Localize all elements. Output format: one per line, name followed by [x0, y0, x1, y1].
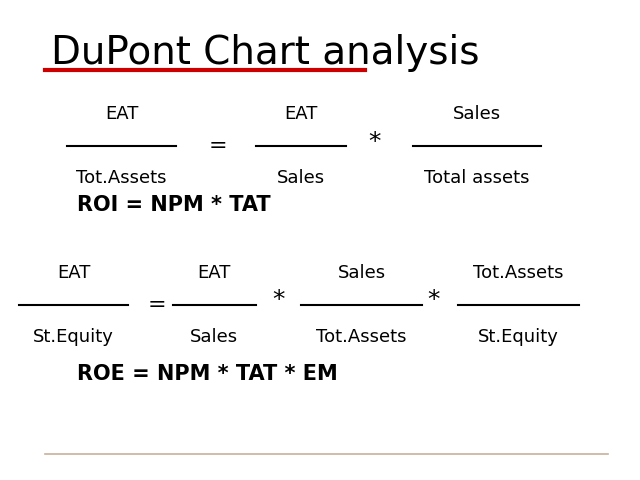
Text: St.Equity: St.Equity	[33, 328, 114, 346]
Text: EAT: EAT	[57, 264, 90, 282]
Text: *: *	[272, 288, 285, 312]
Text: ROE = NPM * TAT * EM: ROE = NPM * TAT * EM	[77, 364, 337, 384]
Text: =: =	[208, 136, 227, 156]
Text: EAT: EAT	[105, 106, 138, 123]
Text: =: =	[147, 295, 166, 315]
Text: Sales: Sales	[276, 169, 325, 188]
Text: Tot.Assets: Tot.Assets	[76, 169, 167, 188]
Text: St.Equity: St.Equity	[478, 328, 559, 346]
Text: *: *	[428, 288, 440, 312]
Text: Sales: Sales	[337, 264, 386, 282]
Text: ROI = NPM * TAT: ROI = NPM * TAT	[77, 195, 271, 216]
Text: *: *	[368, 130, 381, 154]
Text: Sales: Sales	[190, 328, 239, 346]
Text: Sales: Sales	[452, 106, 501, 123]
Text: EAT: EAT	[284, 106, 317, 123]
Text: DuPont Chart analysis: DuPont Chart analysis	[51, 34, 480, 72]
Text: Tot.Assets: Tot.Assets	[473, 264, 564, 282]
Text: EAT: EAT	[198, 264, 231, 282]
Text: Tot.Assets: Tot.Assets	[316, 328, 407, 346]
Text: Total assets: Total assets	[424, 169, 529, 188]
